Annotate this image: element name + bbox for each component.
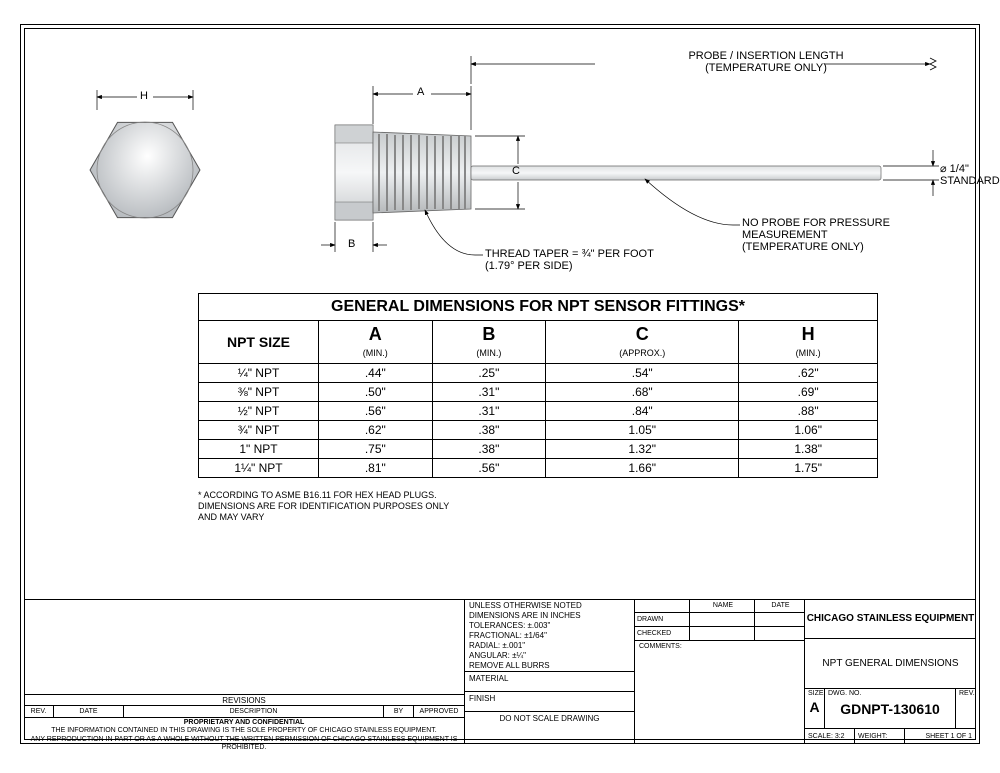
drawing-sheet: H A B C PROBE / INSERTION LENGTH (TEMPER… [0, 0, 1000, 773]
taper-label: THREAD TAPER = ¾" PER FOOT (1.79° PER SI… [485, 248, 654, 272]
table-row: ¾" NPT.62".38"1.05"1.06" [199, 421, 878, 440]
table-footnote: * ACCORDING TO ASME B16.11 FOR HEX HEAD … [198, 490, 449, 522]
table-caption: GENERAL DIMENSIONS FOR NPT SENSOR FITTIN… [198, 293, 878, 320]
table-row: 1" NPT.75".38"1.32"1.38" [199, 440, 878, 459]
table-row: ¼" NPT.44".25".54".62" [199, 364, 878, 383]
drawing-number-row: SIZE A DWG. NO. GDNPT-130610 REV. [805, 689, 976, 729]
diameter-label: ⌀ 1/4" STANDARD [940, 163, 1000, 187]
table-row: ⅜" NPT.50".31".68".69" [199, 383, 878, 402]
drawing-svg [40, 50, 960, 330]
revisions-header-row: REV. DATE DESCRIPTION BY APPROVED [24, 706, 464, 718]
scale-row: SCALE: 3:2 WEIGHT: SHEET 1 OF 1 [805, 729, 976, 744]
drawing-title: NPT GENERAL DIMENSIONS [805, 639, 976, 689]
dimensions-table: GENERAL DIMENSIONS FOR NPT SENSOR FITTIN… [198, 293, 878, 478]
probe-label: PROBE / INSERTION LENGTH (TEMPERATURE ON… [596, 50, 936, 74]
no-probe-label: NO PROBE FOR PRESSURE MEASUREMENT (TEMPE… [742, 217, 890, 253]
dim-C-label: C [512, 165, 520, 177]
drawing-number: GDNPT-130610 [828, 701, 952, 717]
technical-drawing: H A B C PROBE / INSERTION LENGTH (TEMPER… [40, 50, 960, 330]
table-row: 1¼" NPT.81".56"1.66"1.75" [199, 459, 878, 478]
title-company-block: CHICAGO STAINLESS EQUIPMENT NPT GENERAL … [804, 599, 976, 744]
table-row: ½" NPT.56".31".84".88" [199, 402, 878, 421]
table-header-row: NPT SIZE A(MIN.) B(MIN.) C(APPROX.) H(MI… [199, 321, 878, 364]
revisions-block: REVISIONS REV. DATE DESCRIPTION BY APPRO… [24, 599, 464, 744]
company-name: CHICAGO STAINLESS EQUIPMENT [805, 599, 976, 639]
dim-A-label: A [417, 86, 424, 98]
title-block: REVISIONS REV. DATE DESCRIPTION BY APPRO… [24, 599, 976, 744]
tolerance-block: UNLESS OTHERWISE NOTED DIMENSIONS ARE IN… [464, 599, 634, 744]
revisions-title: REVISIONS [24, 694, 464, 706]
proprietary-notice: PROPRIETARY AND CONFIDENTIAL THE INFORMA… [24, 718, 464, 753]
dim-H-label: H [140, 90, 148, 102]
dim-B-label: B [348, 238, 355, 250]
signatures-block: NAME DATE DRAWN CHECKED COMMENTS: [634, 599, 804, 744]
